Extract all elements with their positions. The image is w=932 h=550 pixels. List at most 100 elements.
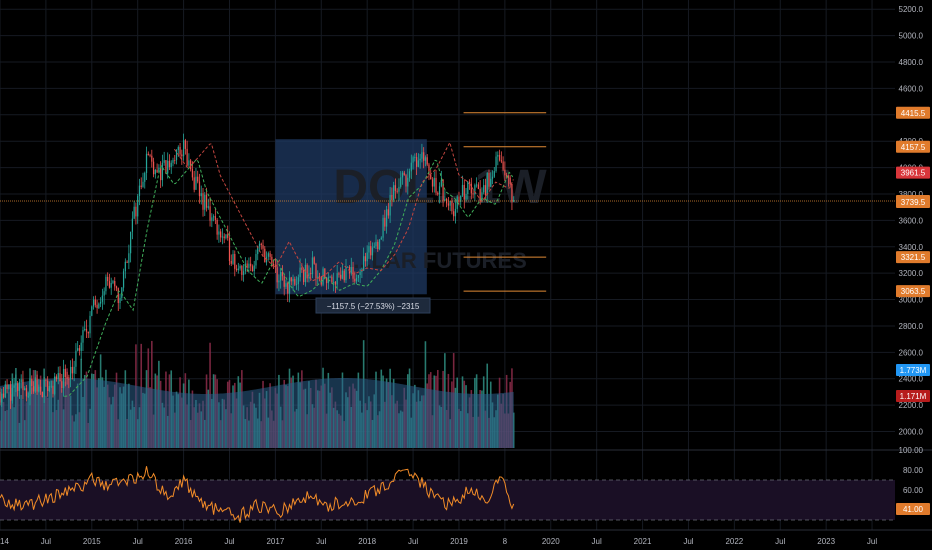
candle-body: [2, 393, 5, 398]
candle-body: [370, 246, 372, 256]
rsi-last-badge-text: 41.00: [903, 505, 924, 514]
price-tick-label: 4600.0: [899, 84, 924, 93]
candle-body: [408, 171, 411, 178]
measure-label-box: [315, 297, 431, 314]
candle-body: [17, 383, 19, 391]
candle-body: [255, 254, 257, 266]
candle-body: [468, 181, 471, 184]
candle-body: [80, 342, 82, 351]
price-tick-label: 2600.0: [899, 348, 924, 357]
price-tick-label: 3400.0: [899, 243, 924, 252]
rsi-tick-label: 60.00: [903, 486, 924, 495]
candle-body: [359, 271, 361, 275]
candle-body: [347, 266, 349, 268]
candle-body: [50, 385, 52, 387]
candle-body: [112, 281, 114, 283]
candle-body: [301, 267, 303, 270]
candle-body: [128, 253, 130, 263]
candle-body: [182, 140, 185, 157]
candle-body: [410, 162, 412, 172]
candle-body: [211, 217, 213, 221]
price-tick-label: 2000.0: [899, 428, 924, 437]
candle-body: [98, 303, 100, 308]
candle-body: [396, 190, 398, 192]
candle-body: [433, 177, 435, 187]
candle-body: [64, 368, 66, 378]
watermark: DOL...1W ...LAR FUTURES: [333, 161, 547, 273]
candle-body: [108, 281, 111, 288]
candle-body: [274, 265, 277, 268]
candle-body: [343, 270, 345, 281]
horizontal-levels[interactable]: [0, 112, 895, 292]
candle-body: [324, 268, 326, 278]
candle-body: [34, 378, 36, 392]
time-tick-label: 2014: [0, 537, 9, 546]
candle-body: [504, 169, 506, 176]
candle-body: [15, 383, 17, 386]
candle-body: [94, 299, 96, 305]
candle-body: [144, 172, 146, 182]
candle-body: [31, 378, 33, 387]
time-tick-label: 2022: [725, 537, 743, 546]
candle-body: [442, 180, 444, 201]
candle-body: [91, 306, 93, 316]
candle-body: [311, 257, 314, 275]
rsi-tick-label: 100.00: [899, 446, 924, 455]
candle-body: [241, 265, 243, 275]
candle-body: [440, 180, 442, 187]
candle-body: [331, 276, 333, 283]
candle-body: [292, 278, 294, 282]
level-badge-text: 3063.5: [901, 287, 926, 296]
candle-body: [170, 162, 172, 167]
candle-body: [424, 157, 427, 161]
candle-body: [119, 297, 121, 303]
volume-ma-badge-bg: [896, 364, 930, 376]
candle-body: [43, 379, 45, 398]
level-badge-bg: [896, 195, 930, 208]
candle-body: [438, 186, 441, 195]
candle-body: [133, 206, 135, 219]
candle-body: [154, 170, 156, 175]
candle-body: [423, 152, 425, 161]
price-candles[interactable]: [0, 133, 515, 409]
price-tick-label: 2400.0: [899, 375, 924, 384]
candle-body: [403, 172, 405, 176]
candle-body: [350, 267, 352, 274]
price-tick-label: 3800.0: [899, 190, 924, 199]
rsi-panel[interactable]: [0, 449, 932, 523]
time-axis[interactable]: 2014 Jul 2015 Jul 2016 Jul 2017 Jul 2018 Jul 2019 8…: [0, 529, 932, 546]
candle-body: [460, 195, 462, 202]
candle-body: [488, 172, 490, 187]
candle-body: [276, 267, 278, 283]
candle-body: [68, 379, 70, 380]
candle-body: [84, 328, 86, 331]
candle-body: [188, 160, 190, 166]
price-badges: 4415.54157.53961.53747.03739.53321.53063…: [896, 106, 930, 515]
candle-body: [25, 388, 28, 397]
candle-body: [168, 160, 171, 167]
candle-body: [218, 231, 220, 235]
candle-body: [513, 200, 515, 202]
candle-body: [82, 330, 84, 343]
candle-body: [59, 373, 61, 382]
candle-body: [491, 176, 494, 179]
candle-body: [27, 396, 29, 398]
volume-ma-area: [0, 378, 515, 448]
candle-body: [461, 184, 464, 196]
level-badge-text: 3961.5: [901, 169, 926, 178]
candle-body: [207, 206, 209, 208]
candle-body: [486, 172, 488, 196]
candle-body: [354, 278, 356, 282]
candle-body: [36, 378, 38, 392]
candle-body: [175, 149, 178, 161]
candle-body: [497, 155, 499, 157]
candle-body: [394, 185, 397, 191]
candle-body: [234, 254, 236, 269]
candle-body: [303, 269, 305, 283]
candle-body: [11, 387, 13, 401]
candle-body: [417, 160, 419, 167]
candle-body: [73, 366, 75, 374]
candle-body: [198, 181, 201, 197]
watermark-name: ...LAR FUTURES: [353, 248, 527, 273]
